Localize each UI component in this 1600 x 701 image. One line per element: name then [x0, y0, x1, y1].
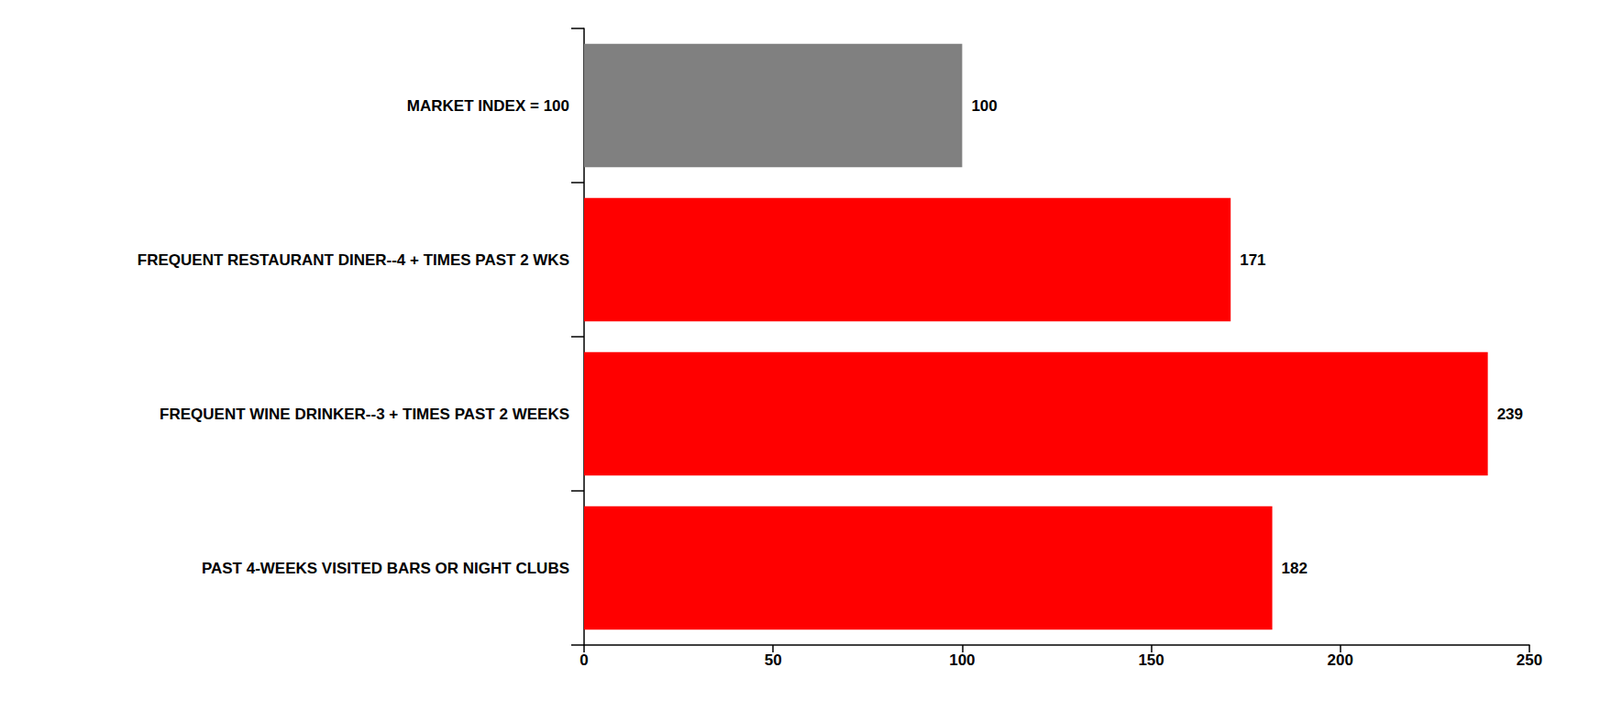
- svg-text:PAST 4-WEEKS VISITED BARS OR N: PAST 4-WEEKS VISITED BARS OR NIGHT CLUBS: [201, 559, 570, 577]
- svg-text:FREQUENT WINE DRINKER--3 + TIM: FREQUENT WINE DRINKER--3 + TIMES PAST 2 …: [159, 405, 570, 423]
- svg-text:182: 182: [1281, 559, 1308, 577]
- svg-text:FREQUENT RESTAURANT DINER--4 +: FREQUENT RESTAURANT DINER--4 + TIMES PAS…: [137, 251, 570, 269]
- svg-text:100: 100: [971, 97, 997, 115]
- svg-text:200: 200: [1327, 651, 1354, 669]
- svg-text:171: 171: [1239, 251, 1266, 269]
- svg-text:MARKET INDEX = 100: MARKET INDEX = 100: [407, 97, 570, 115]
- svg-text:250: 250: [1516, 651, 1543, 669]
- svg-text:0: 0: [579, 651, 588, 669]
- svg-text:100: 100: [948, 651, 975, 669]
- svg-text:150: 150: [1137, 651, 1164, 669]
- svg-text:239: 239: [1497, 405, 1523, 423]
- svg-text:50: 50: [764, 651, 783, 669]
